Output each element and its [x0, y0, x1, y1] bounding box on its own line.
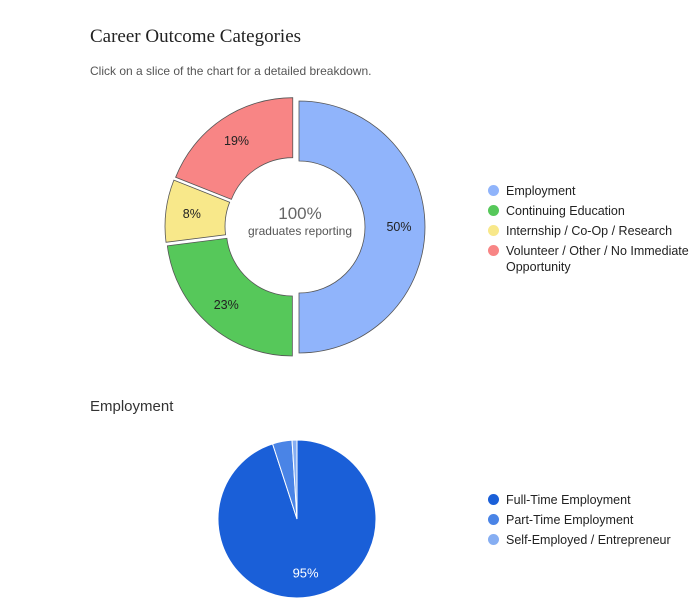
slice-continuing-education[interactable]	[166, 237, 293, 357]
legend-label: Self-Employed / Entrepreneur	[506, 533, 671, 547]
legend-item-volunteer-other-no-immediate-opportunity[interactable]: Volunteer / Other / No Immediate Opportu…	[488, 243, 693, 275]
legend-label: Volunteer / Other / No Immediate Opportu…	[506, 244, 689, 274]
legend-swatch	[488, 514, 499, 525]
legend-swatch	[488, 494, 499, 505]
data-label-volunteer-other-no-immediate-opportunity: 19%	[224, 134, 249, 148]
employment-legend: Full-Time Employment Part-Time Employment…	[488, 492, 693, 552]
legend-swatch	[488, 205, 499, 216]
legend-label: Full-Time Employment	[506, 493, 631, 507]
legend-swatch	[488, 245, 499, 256]
legend-swatch	[488, 225, 499, 236]
chart-subtitle: Click on a slice of the chart for a deta…	[90, 64, 372, 78]
data-label-internship-co-op-research: 8%	[183, 207, 201, 221]
slice-self-employed-entrepreneur[interactable]	[291, 439, 298, 520]
chart-title: Career Outcome Categories	[90, 26, 302, 47]
legend-item-full-time-employment[interactable]: Full-Time Employment	[488, 492, 693, 508]
legend-swatch	[488, 534, 499, 545]
slice-employment[interactable]	[298, 100, 426, 354]
legend-item-internship-co-op-research[interactable]: Internship / Co-Op / Research	[488, 223, 693, 239]
slice-internship-co-op-research[interactable]	[164, 179, 231, 243]
legend-item-self-employed-entrepreneur[interactable]: Self-Employed / Entrepreneur	[488, 532, 693, 548]
legend-label: Continuing Education	[506, 204, 625, 218]
legend-item-employment[interactable]: Employment	[488, 183, 693, 199]
slice-volunteer-other-no-immediate-opportunity[interactable]	[175, 97, 294, 200]
outcome-legend: Employment Continuing Education Internship…	[488, 183, 693, 279]
employment-pie-chart[interactable]: 95%	[212, 434, 382, 604]
data-label-full-time-employment: 95%	[293, 565, 319, 580]
legend-label: Part-Time Employment	[506, 513, 634, 527]
career-outcome-donut-chart[interactable]: 50% 23% 8% 19%	[160, 96, 440, 366]
legend-label: Employment	[506, 184, 576, 198]
legend-item-part-time-employment[interactable]: Part-Time Employment	[488, 512, 693, 528]
employment-chart-title: Employment	[90, 398, 174, 415]
data-label-continuing-education: 23%	[214, 298, 239, 312]
legend-label: Internship / Co-Op / Research	[506, 224, 673, 238]
legend-swatch	[488, 185, 499, 196]
legend-item-continuing-education[interactable]: Continuing Education	[488, 203, 693, 219]
data-label-employment: 50%	[386, 220, 411, 234]
